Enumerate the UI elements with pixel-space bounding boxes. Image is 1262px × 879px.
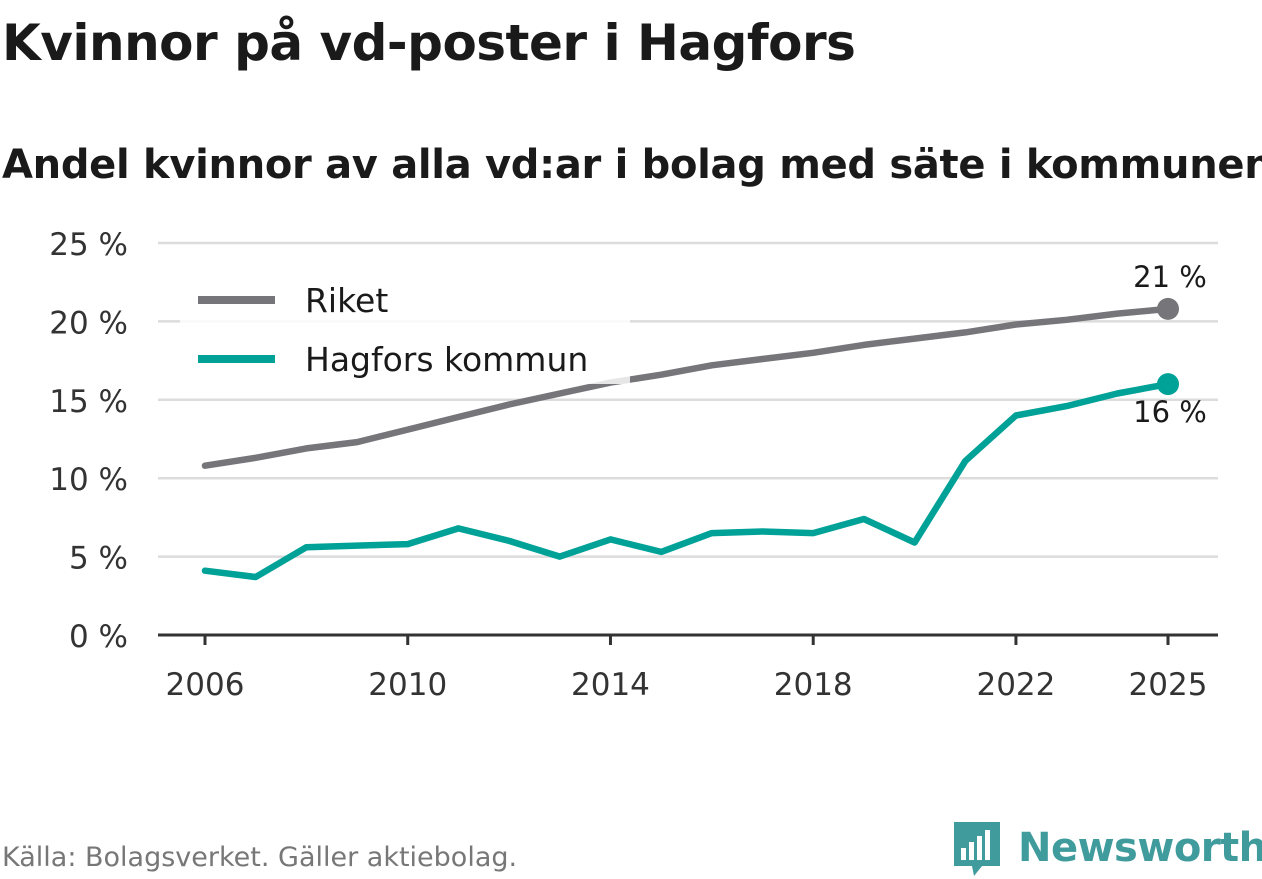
- brand-name: Newsworthy: [1018, 825, 1262, 871]
- y-tick-label: 5 %: [69, 541, 128, 577]
- axes: 0 % 5 % 10 % 15 % 20 % 25 % 2006 2010 2014 2018 20…: [49, 227, 1218, 703]
- x-tick-label: 2014: [571, 667, 650, 703]
- x-tick-label: 2022: [976, 667, 1055, 703]
- end-label: 21 %: [1133, 260, 1207, 294]
- newsworthy-logo-icon: [954, 822, 1000, 876]
- x-tick-label: 2006: [166, 667, 245, 703]
- series-endpoint: [1157, 297, 1179, 320]
- legend-label: Riket: [305, 281, 388, 320]
- y-tick-label: 10 %: [49, 462, 128, 498]
- y-tick-label: 0 %: [69, 619, 128, 655]
- series-line-riket: [201, 305, 1172, 469]
- x-tick-label: 2018: [774, 667, 853, 703]
- chart-subtitle: Andel kvinnor av alla vd:ar i bolag med …: [2, 142, 1262, 188]
- legend-background: [180, 262, 630, 384]
- chart-title: Kvinnor på vd-poster i Hagfors: [2, 14, 856, 72]
- series-endpoint: [1157, 373, 1179, 396]
- y-tick-label: 25 %: [49, 227, 128, 263]
- end-label: 16 %: [1133, 395, 1207, 429]
- x-tick-label: 2025: [1129, 667, 1208, 703]
- series-lines: [201, 297, 1179, 581]
- end-labels: 21 % 16 %: [1133, 260, 1207, 429]
- brand-logo: Newsworthy: [952, 818, 1262, 878]
- y-tick-label: 20 %: [49, 305, 128, 341]
- x-tick-label: 2010: [368, 667, 447, 703]
- series-line-hagfors: [201, 380, 1172, 581]
- y-tick-label: 15 %: [49, 384, 128, 420]
- legend: Riket Hagfors kommun: [180, 262, 630, 384]
- source-note: Källa: Bolagsverket. Gäller aktiebolag.: [2, 842, 518, 873]
- legend-label: Hagfors kommun: [305, 340, 588, 379]
